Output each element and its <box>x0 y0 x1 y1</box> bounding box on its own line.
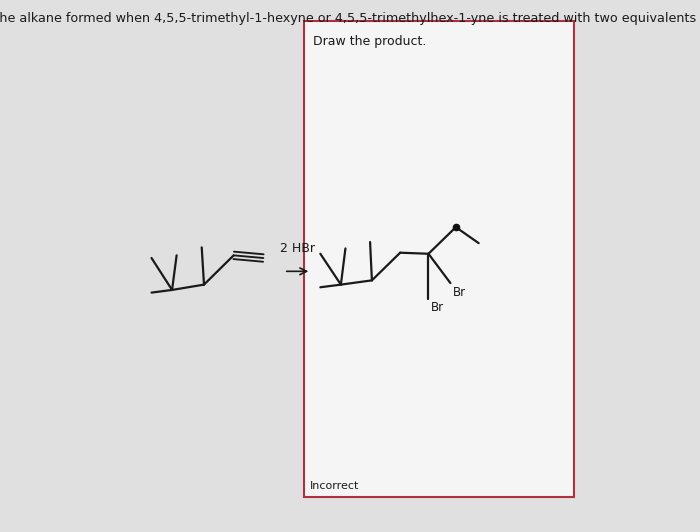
Text: Draw the product.: Draw the product. <box>313 35 426 47</box>
Text: Br: Br <box>453 286 466 299</box>
Text: Incorrect: Incorrect <box>310 481 359 491</box>
Text: Br: Br <box>431 301 444 313</box>
Text: Draw the alkane formed when 4,5,5-trimethyl-1-hexyne or 4,5,5-trimethylhex-1-yne: Draw the alkane formed when 4,5,5-trimet… <box>0 12 700 24</box>
Text: 2 HBr: 2 HBr <box>280 243 315 255</box>
Bar <box>304 21 573 497</box>
